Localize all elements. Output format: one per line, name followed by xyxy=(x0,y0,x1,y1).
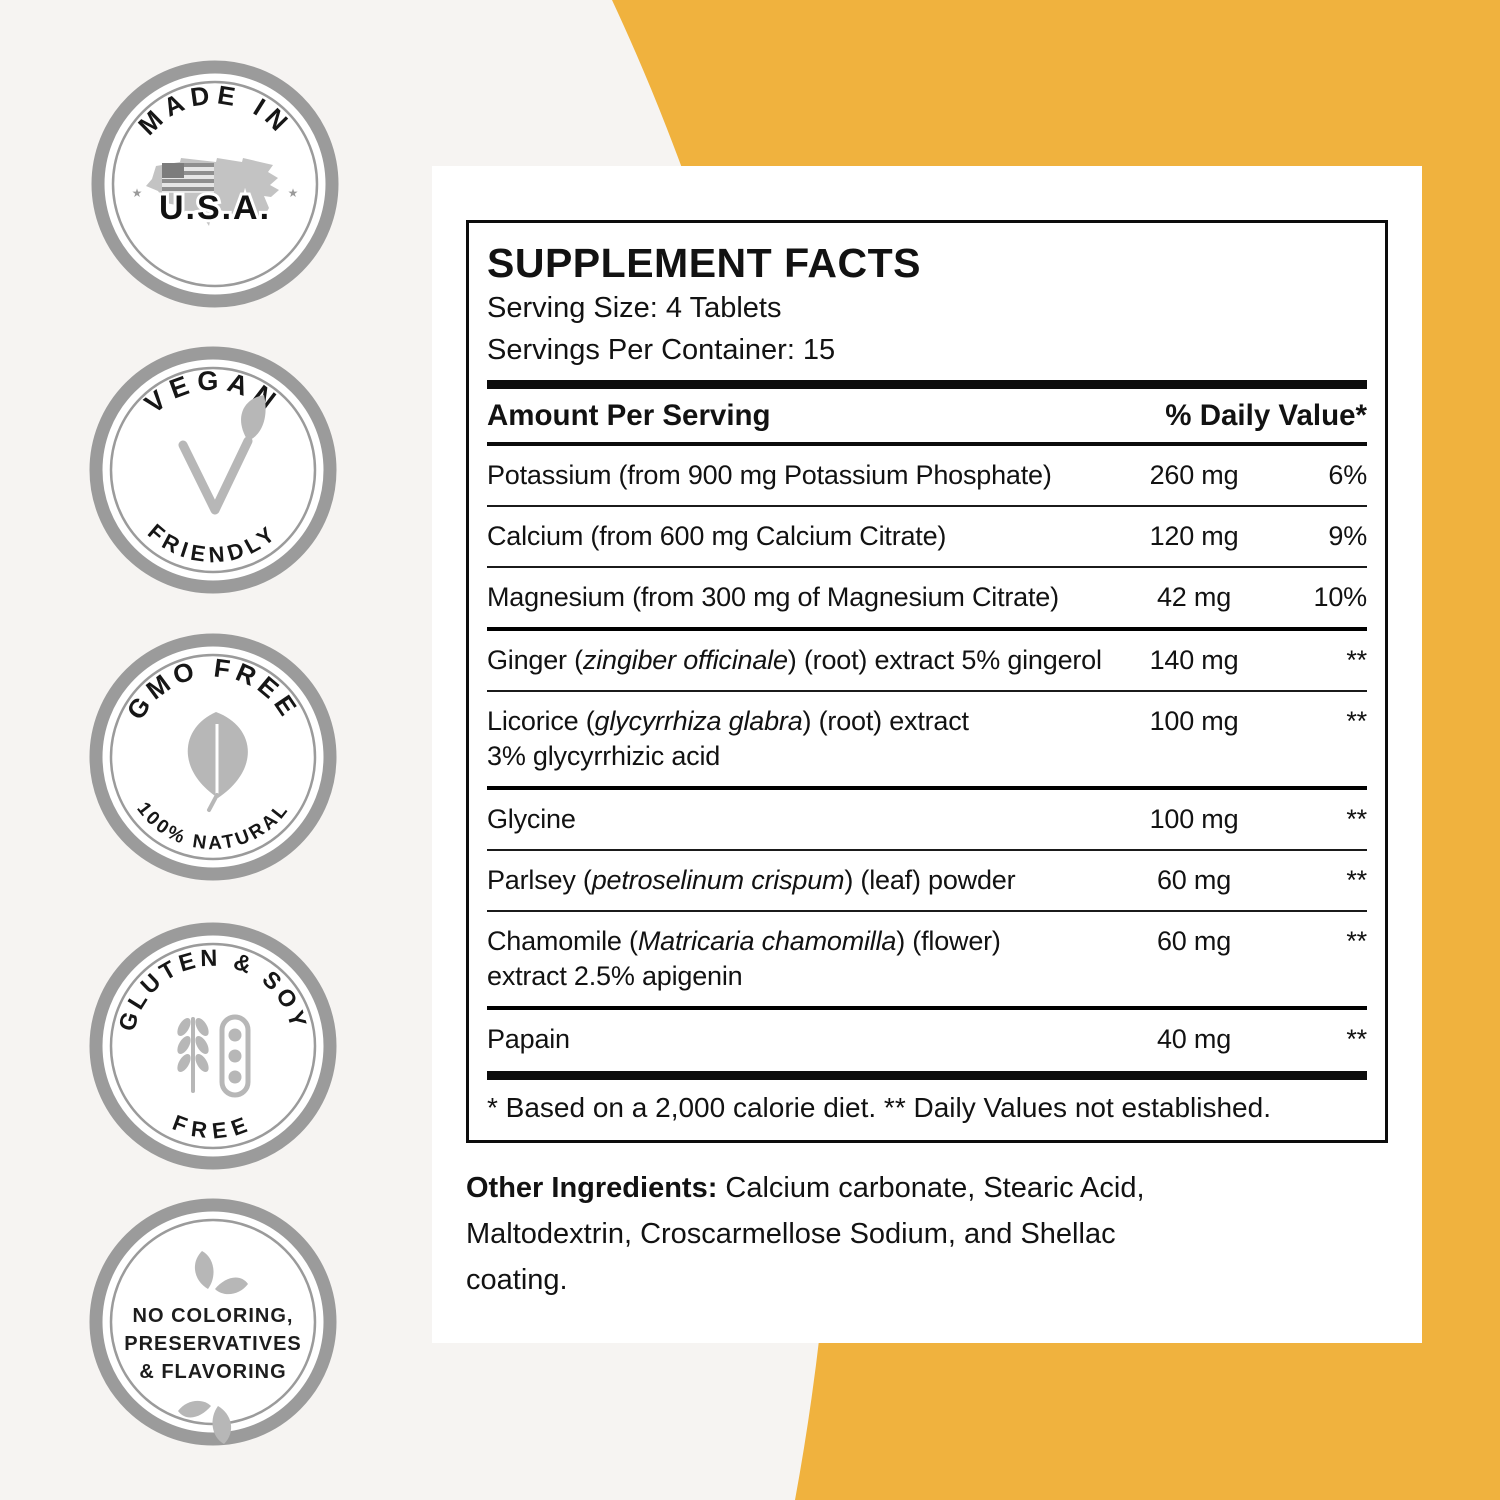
facts-row: Calcium (from 600 mg Calcium Citrate) 120… xyxy=(487,505,1367,566)
badge-ring xyxy=(89,1198,337,1446)
facts-header-row: Amount Per Serving % Daily Value* xyxy=(487,389,1367,446)
badge-inner-ring xyxy=(111,80,319,288)
leaves-icon xyxy=(178,1400,232,1444)
facts-title: SUPPLEMENT FACTS xyxy=(487,240,921,286)
badge-text-line: PRESERVATIVES xyxy=(124,1333,302,1355)
facts-row: Chamomile (Matricaria chamomilla) (flowe… xyxy=(487,910,1367,1006)
supplement-facts-card: SUPPLEMENT FACTS Serving Size: 4 Tablets… xyxy=(432,166,1422,1343)
badge-gmo-free: GMO FREE 100% NATURAL xyxy=(89,633,337,881)
star-icon: ★ xyxy=(288,186,299,200)
amount-value: 140 mg xyxy=(1149,645,1239,675)
ingredient-name: Magnesium (from 300 mg of Magnesium Citr… xyxy=(487,582,1059,612)
badge-gluten-soy-free: GLUTEN & SOY FREE xyxy=(89,922,337,1170)
badge-inner-ring xyxy=(109,366,317,574)
badge-vegan-friendly: VEGAN FRIENDLY xyxy=(89,346,337,594)
facts-row: Glycine 100 mg ** xyxy=(487,786,1367,849)
daily-value: ** xyxy=(1346,865,1367,895)
facts-row: Magnesium (from 300 mg of Magnesium Citr… xyxy=(487,566,1367,627)
other-ingredients-text: coating. xyxy=(466,1264,568,1296)
facts-row: Potassium (from 900 mg Potassium Phospha… xyxy=(487,446,1367,505)
leaves-icon xyxy=(194,1251,248,1295)
soy-pod-icon xyxy=(219,1014,251,1098)
usa-flag-icon xyxy=(162,163,214,193)
ingredient-name: Calcium (from 600 mg Calcium Citrate) xyxy=(487,521,947,551)
amount-value: 260 mg xyxy=(1149,460,1239,490)
facts-row: Licorice (glycyrrhiza glabra) (root) ext… xyxy=(487,690,1367,786)
star-icon: ★ xyxy=(132,186,143,200)
ingredient-name: Glycine xyxy=(487,804,576,834)
ingredient-name: Chamomile (Matricaria chamomilla) (flowe… xyxy=(487,926,1001,991)
leaf-icon xyxy=(187,712,248,812)
amount-value: 60 mg xyxy=(1156,926,1232,956)
daily-value: 6% xyxy=(1328,460,1367,490)
daily-value: 10% xyxy=(1313,582,1368,612)
serving-size: Serving Size: 4 Tablets xyxy=(487,292,782,324)
amount-value: 100 mg xyxy=(1149,706,1239,736)
servings-per-container: Servings Per Container: 15 xyxy=(487,334,836,366)
amount-value: 60 mg xyxy=(1156,865,1232,895)
thick-divider xyxy=(487,1071,1367,1080)
usa-map-icon: U.S.A. xyxy=(146,158,279,230)
wheat-icon xyxy=(177,1017,209,1093)
facts-row: Papain 40 mg ** xyxy=(487,1006,1367,1069)
amount-value: 120 mg xyxy=(1149,521,1239,551)
daily-value: 9% xyxy=(1328,521,1367,551)
other-ingredients-label: Other Ingredients: xyxy=(466,1172,718,1204)
daily-value: ** xyxy=(1346,1024,1367,1054)
ingredient-name: Licorice (glycyrrhiza glabra) (root) ext… xyxy=(487,706,969,771)
amount-value: 42 mg xyxy=(1156,582,1232,612)
thick-divider xyxy=(487,380,1367,389)
other-ingredients-line: Other Ingredients: Calcium carbonate, St… xyxy=(466,1165,1206,1211)
amount-value: 100 mg xyxy=(1149,804,1239,834)
ingredient-name: Potassium (from 900 mg Potassium Phospha… xyxy=(487,460,1052,490)
other-ingredients-text: Calcium carbonate, Stearic Acid, xyxy=(725,1172,1145,1204)
other-ingredients-text: Maltodextrin, Croscarmellose Sodium, and… xyxy=(466,1218,1116,1250)
facts-footnote: * Based on a 2,000 calorie diet. ** Dail… xyxy=(487,1092,1271,1123)
badge-made-in-usa: MADE IN ★ ★ U.S.A. xyxy=(91,60,339,308)
facts-row: Parlsey (petroselinum crispum) (leaf) po… xyxy=(487,849,1367,910)
daily-value: ** xyxy=(1346,804,1367,834)
vegan-v-leaf-icon xyxy=(178,395,266,515)
ingredient-name: Ginger (zingiber officinale) (root) extr… xyxy=(487,645,1102,675)
badge-text-line: NO COLORING, xyxy=(133,1305,294,1327)
badge-ring xyxy=(89,346,337,594)
facts-row: Ginger (zingiber officinale) (root) extr… xyxy=(487,627,1367,690)
daily-value: ** xyxy=(1346,706,1367,736)
ingredient-name: Parlsey (petroselinum crispum) (leaf) po… xyxy=(487,865,1016,895)
badge-inner-ring xyxy=(109,653,317,861)
badge-inner-ring xyxy=(109,942,317,1150)
daily-value: ** xyxy=(1346,926,1367,956)
daily-value-header: % Daily Value* xyxy=(1165,399,1367,432)
badge-no-additives: NO COLORING, PRESERVATIVES & FLAVORING xyxy=(89,1198,337,1446)
supplement-facts-box: SUPPLEMENT FACTS Serving Size: 4 Tablets… xyxy=(466,220,1388,1143)
usa-label: U.S.A. xyxy=(159,189,271,227)
badge-text-line: & FLAVORING xyxy=(139,1361,286,1383)
ingredient-name: Papain xyxy=(487,1024,570,1054)
facts-rows: Potassium (from 900 mg Potassium Phospha… xyxy=(487,446,1367,1069)
other-ingredients: Other Ingredients: Calcium carbonate, St… xyxy=(466,1165,1206,1303)
daily-value: ** xyxy=(1346,645,1367,675)
badge-ring xyxy=(89,922,337,1170)
amount-per-serving-header: Amount Per Serving xyxy=(487,399,771,432)
amount-value: 40 mg xyxy=(1156,1024,1232,1054)
